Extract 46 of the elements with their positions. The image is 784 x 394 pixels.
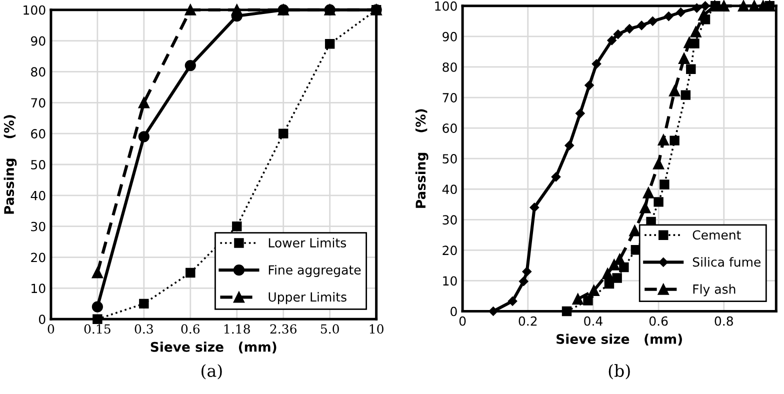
y-tick-label: 50 — [442, 154, 457, 164]
legend-label: Fine aggregate — [268, 264, 361, 278]
y-tick-label: 10 — [32, 284, 46, 294]
x-tick-label: 2.36 — [270, 324, 296, 334]
text: (a) — [202, 364, 222, 380]
y-tick-label: 100 — [24, 5, 46, 15]
x-tick-label: 0.6 — [181, 324, 200, 334]
y-tick-label: 100 — [435, 1, 457, 11]
legend-label: Fly ash — [693, 284, 736, 296]
x-tick-label: 5.0 — [320, 324, 339, 334]
y-tick-label: 90 — [30, 36, 46, 46]
legend-label: Upper Limits — [268, 292, 346, 304]
y-tick-label: 60 — [442, 124, 457, 133]
legend-label: Cement — [692, 230, 741, 240]
legend-label: Silica fume — [692, 257, 760, 267]
x-tick-label: 0.8 — [714, 316, 733, 326]
y-tick-label: 50 — [31, 160, 46, 170]
x-tick-label: 0 — [48, 324, 54, 334]
x-tick-label: 10 — [370, 324, 384, 334]
x-tick-label: 0.3 — [134, 324, 153, 334]
y-tick-label: 10 — [443, 276, 457, 286]
y-tick-label: 40 — [30, 190, 46, 200]
text: (b) — [608, 364, 630, 380]
y-tick-label: 20 — [442, 246, 457, 256]
x-tick-label: 0 — [459, 316, 466, 326]
y-tick-label: 70 — [31, 98, 46, 108]
x-tick-label: 0.6 — [649, 316, 668, 326]
y-axis-title: Passing (%) — [415, 109, 428, 208]
x-axis-title: Sieve size (mm) — [556, 334, 682, 346]
legend-label: Lower Limits — [268, 238, 346, 248]
y-tick-label: 70 — [442, 92, 457, 102]
y-tick-label: 90 — [442, 32, 457, 42]
y-tick-label: 60 — [31, 129, 46, 138]
y-tick-label: 80 — [31, 67, 46, 77]
x-tick-label: 1.18 — [224, 324, 250, 334]
x-axis-title: Sieve size (mm) — [150, 342, 276, 354]
y-tick-label: 40 — [442, 184, 457, 194]
y-tick-label: 20 — [31, 252, 46, 262]
x-tick-label: 0.4 — [584, 316, 602, 326]
x-tick-label: 0.2 — [518, 316, 537, 326]
y-tick-label: 30 — [31, 222, 46, 232]
y-tick-label: 30 — [442, 215, 457, 225]
y-tick-label: 0 — [450, 306, 457, 316]
y-tick-label: 80 — [442, 62, 457, 72]
x-tick-label: 0.15 — [84, 324, 110, 334]
y-axis-title: Passing (%) — [4, 115, 17, 214]
